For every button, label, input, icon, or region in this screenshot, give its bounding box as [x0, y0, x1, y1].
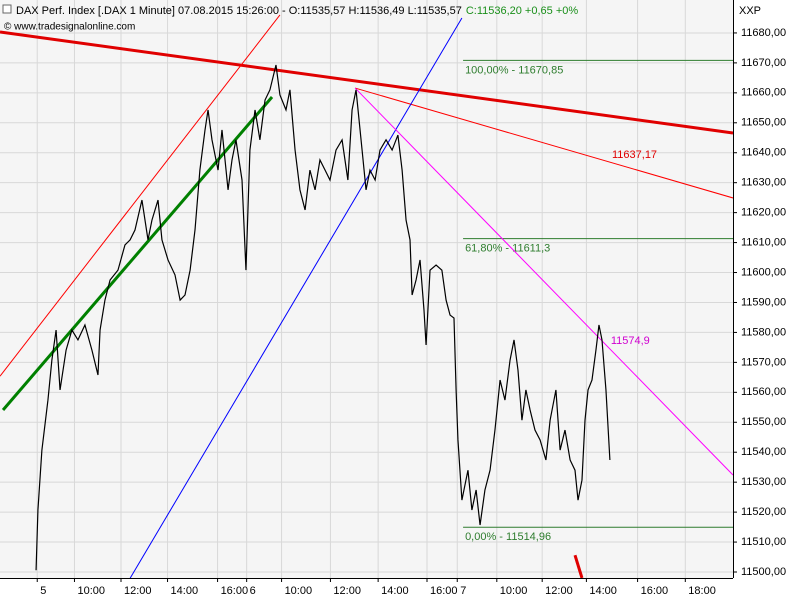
y-tick-label: 11610,00: [741, 236, 786, 248]
y-tick-label: 11600,00: [741, 266, 786, 278]
x-tick-label: 12:00: [124, 585, 152, 597]
x-tick-label: 10:00: [77, 585, 105, 597]
y-tick-label: 11670,00: [741, 57, 786, 69]
fib-label: 100,00% - 11670,85: [465, 64, 563, 76]
y-tick-label: 11620,00: [741, 207, 786, 219]
annotation: 11637,17: [612, 149, 657, 161]
trend-line: [1, 96, 274, 411]
header: DAX Perf. Index [.DAX 1 Minute] 07.08.20…: [16, 5, 578, 17]
chart-title: DAX Perf. Index [.DAX 1 Minute] 07.08.20…: [16, 5, 462, 17]
y-tick-label: 11560,00: [741, 386, 786, 398]
y-tick-label: 11660,00: [741, 87, 786, 99]
trend-line: [573, 554, 584, 578]
x-tick-label: 6: [250, 585, 256, 597]
y-tick-label: 11640,00: [741, 147, 786, 159]
y-tick-label: 11550,00: [741, 416, 786, 428]
plot: 100,00% - 11670,85 61,80% - 11611,3 0,00% …: [0, 14, 733, 578]
y-tick-label: 11650,00: [741, 117, 786, 129]
axis-label: XXP: [739, 5, 761, 17]
y-tick-label: 11510,00: [741, 536, 786, 548]
fib-label: 61,80% - 11611,3: [465, 243, 550, 255]
x-tick-label: 12:00: [545, 585, 573, 597]
y-tick-label: 11570,00: [741, 356, 786, 368]
fib-label: 0,00% - 11514,96: [465, 531, 551, 543]
x-tick-label: 10:00: [285, 585, 313, 597]
x-tick-label: 12:00: [333, 585, 361, 597]
grid: [0, 0, 733, 578]
axes: 11500,00 11510,00 11520,00 11530,00 11540,00…: [36, 27, 786, 597]
price-line: [35, 64, 611, 571]
x-tick-label: 14:00: [589, 585, 617, 597]
x-tick-label: 5: [40, 585, 46, 597]
x-tick-label: 10:00: [500, 585, 528, 597]
y-tick-label: 11540,00: [741, 446, 786, 458]
x-tick-label: 18:00: [688, 585, 716, 597]
y-tick-label: 11500,00: [741, 566, 786, 578]
x-tick-label: 16:00: [221, 585, 249, 597]
trend-line: [354, 87, 733, 199]
menu-icon[interactable]: [2, 4, 12, 14]
x-tick-label: 7: [460, 585, 466, 597]
trend-line: [0, 14, 281, 377]
x-tick-label: 14:00: [171, 585, 199, 597]
y-tick-label: 11590,00: [741, 296, 786, 308]
annotation: 11574,9: [611, 335, 650, 347]
y-tick-label: 11630,00: [741, 177, 786, 189]
x-tick-label: 14:00: [381, 585, 409, 597]
watermark: © www.tradesignalonline.com: [4, 22, 135, 33]
trend-line: [0, 30, 733, 135]
trend-line: [129, 17, 463, 578]
x-tick-label: 16:00: [430, 585, 458, 597]
y-tick-label: 11530,00: [741, 476, 786, 488]
y-tick-label: 11680,00: [741, 27, 786, 39]
trend-line: [354, 87, 733, 476]
y-tick-label: 11580,00: [741, 326, 786, 338]
plot-area: [0, 0, 733, 578]
y-tick-label: 11520,00: [741, 506, 786, 518]
x-tick-label: 16:00: [641, 585, 669, 597]
chart-subtitle: C:11536,20 +0,65 +0%: [466, 5, 579, 17]
